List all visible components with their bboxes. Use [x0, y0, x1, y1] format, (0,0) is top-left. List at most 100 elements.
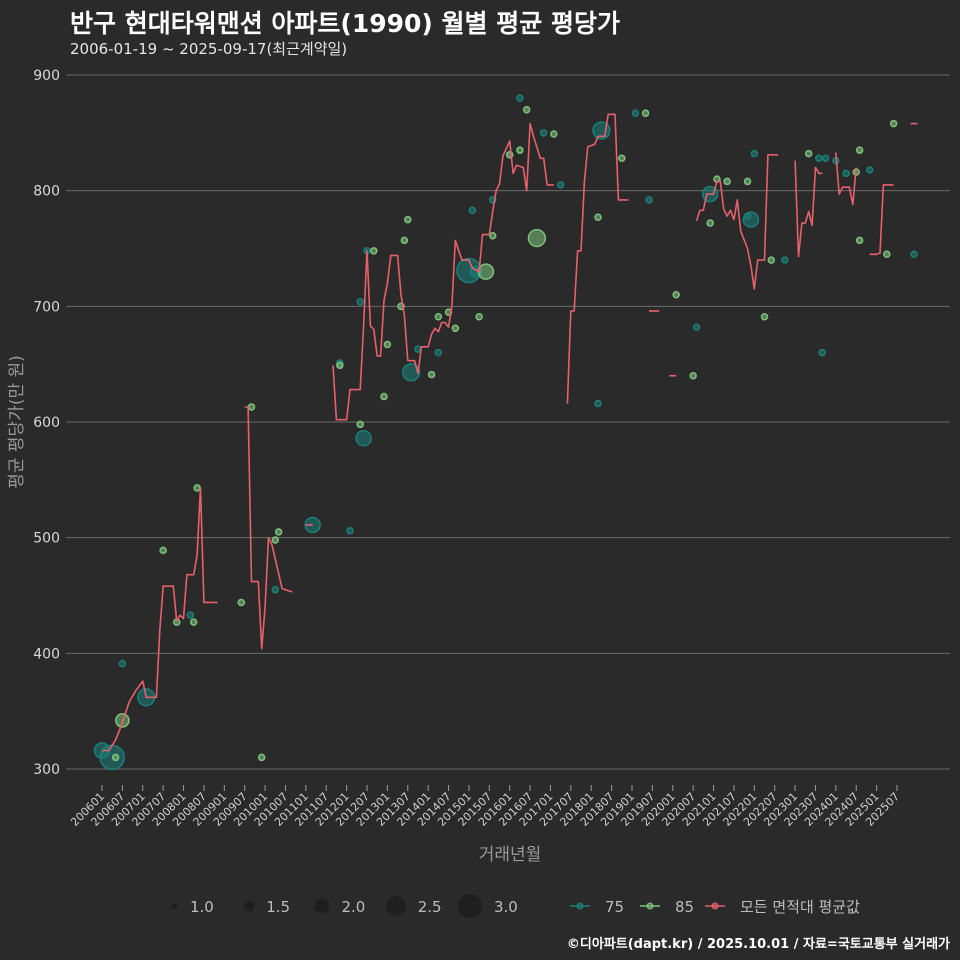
y-tick-800: 800	[33, 184, 60, 200]
legend-dot-2	[646, 902, 654, 910]
point-75-6	[304, 516, 321, 534]
point-75-35	[821, 154, 830, 163]
point-85-30	[550, 130, 558, 138]
point-75-34	[818, 348, 827, 357]
point-75-25	[631, 109, 640, 117]
y-tick-900: 900	[33, 68, 60, 84]
y-axis-label: 평균 평당가(만 원)	[7, 355, 27, 489]
average-line	[102, 113, 918, 752]
point-85-47	[889, 119, 898, 128]
point-75-9	[356, 297, 364, 306]
average-line-segment-9	[835, 152, 857, 206]
average-line-segment-3	[332, 122, 554, 421]
point-85-14	[380, 392, 388, 401]
point-85-5	[193, 484, 201, 492]
point-85-44	[855, 146, 864, 154]
legend-label-1: 75	[605, 898, 624, 916]
point-75-23	[594, 399, 602, 408]
point-85-12	[356, 420, 364, 429]
legend-dot-0	[711, 902, 719, 910]
legend-dot-1	[576, 902, 584, 910]
x-axis-ticks: 2006012006072007012007072008012008072009…	[68, 785, 902, 829]
size-legend-label-0: 1.0	[190, 898, 214, 916]
y-tick-300: 300	[33, 762, 60, 778]
y-tick-500: 500	[33, 531, 60, 547]
point-85-17	[400, 236, 409, 245]
point-75-12	[402, 363, 421, 382]
average-line-segment-0	[102, 487, 218, 752]
point-85-34	[672, 291, 680, 299]
point-75-21	[539, 129, 548, 137]
point-85-10	[271, 536, 280, 544]
point-85-13	[370, 247, 378, 255]
point-85-18	[404, 215, 412, 224]
size-legend-dot-3	[386, 896, 406, 916]
point-75-38	[866, 166, 874, 174]
size-legend-dot-2	[314, 898, 330, 914]
point-85-36	[706, 219, 714, 227]
point-85-46	[883, 250, 891, 259]
point-75-37	[842, 169, 850, 178]
y-tick-600: 600	[33, 415, 60, 431]
y-axis-ticks: 300 400 500 600 700 800 900	[33, 68, 60, 778]
size-legend-label-4: 3.0	[494, 898, 518, 916]
source-caption: ©디아파트(dapt.kr) / 2025.10.01 / 자료=국토교통부 실…	[566, 937, 950, 952]
point-75-27	[692, 323, 701, 331]
point-75-20	[516, 94, 524, 102]
legend: 1.0 1.5 2.0 2.5 3.0 75 85 모든 면적대 평균값	[172, 894, 860, 918]
point-85-24	[477, 263, 495, 280]
legend-label-0: 모든 면적대 평균값	[740, 898, 860, 916]
average-line-segment-10	[869, 184, 894, 256]
legend-label-2: 85	[675, 898, 694, 916]
x-axis-label: 거래년월	[479, 845, 542, 865]
point-85-45	[855, 236, 864, 245]
point-85-28	[522, 105, 531, 114]
size-legend-label-3: 2.5	[418, 898, 442, 916]
point-75-31	[750, 149, 759, 158]
point-85-27	[516, 146, 524, 154]
point-75-8	[346, 526, 354, 535]
point-75-2	[118, 659, 127, 668]
size-legend-dot-1	[243, 900, 255, 912]
size-legend-dot-0	[172, 903, 178, 909]
point-85-11	[336, 361, 344, 370]
point-85-41	[767, 256, 776, 264]
point-75-32	[781, 256, 789, 264]
point-85-4	[189, 618, 198, 626]
point-85-2	[159, 546, 167, 555]
average-line-segment-1	[244, 406, 293, 650]
point-85-39	[743, 177, 752, 186]
point-85-1	[111, 753, 120, 762]
point-75-10	[355, 429, 372, 447]
size-legend-label-1: 1.5	[266, 898, 290, 916]
point-85-31	[594, 213, 602, 222]
point-85-42	[804, 149, 813, 158]
average-line-segment-4	[566, 113, 629, 404]
point-85-20	[434, 312, 443, 321]
point-75-26	[645, 196, 653, 204]
point-85-25	[488, 232, 497, 240]
size-legend-label-2: 2.0	[342, 898, 366, 916]
point-85-32	[618, 154, 626, 163]
chart-subtitle: 2006-01-19 ~ 2025-09-17(최근계약일)	[70, 40, 348, 58]
point-85-7	[247, 403, 256, 411]
point-75-5	[271, 585, 280, 594]
average-line-segment-8	[794, 160, 823, 258]
scatter-points	[93, 94, 918, 771]
point-75-30	[742, 211, 760, 228]
point-75-16	[468, 206, 477, 215]
y-tick-400: 400	[33, 646, 60, 662]
point-85-40	[760, 312, 769, 321]
grid-lines	[66, 74, 950, 770]
point-75-22	[556, 181, 565, 189]
point-85-33	[641, 109, 650, 117]
point-85-22	[451, 324, 460, 333]
point-75-39	[910, 250, 918, 259]
point-85-38	[723, 177, 731, 186]
point-85-6	[237, 598, 246, 607]
average-line-segment-7	[695, 154, 779, 290]
point-85-29	[527, 228, 547, 248]
point-85-8	[257, 753, 266, 762]
point-75-33	[815, 154, 823, 163]
